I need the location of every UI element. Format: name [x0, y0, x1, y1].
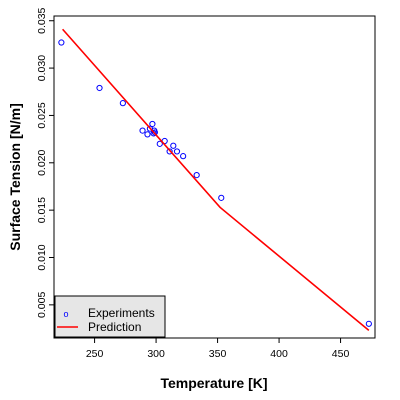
experiment-point — [166, 148, 173, 155]
y-axis-title: Surface Tension [N/m] — [7, 103, 23, 251]
legend-marker-experiments: o — [63, 309, 68, 319]
y-axis: 0.005 0.010 0.015 0.020 0.025 0.030 0.035 — [36, 7, 54, 318]
y-tick-label: 0.030 — [36, 55, 48, 81]
x-axis: 250 300 350 400 450 — [86, 338, 350, 360]
y-tick-label: 0.025 — [36, 102, 48, 128]
legend: o Experiments Prediction — [54, 295, 166, 338]
experiment-point — [365, 320, 372, 327]
y-tick-label: 0.015 — [36, 197, 48, 223]
experiment-point — [144, 131, 151, 138]
legend-label-experiments: Experiments — [88, 306, 155, 320]
x-tick-label: 250 — [86, 348, 104, 360]
legend-label-prediction: Prediction — [88, 320, 141, 334]
experiment-point — [180, 153, 187, 160]
x-axis-title: Temperature [K] — [160, 375, 267, 391]
experiment-point — [218, 194, 225, 201]
experiment-point — [96, 84, 103, 92]
experiment-point — [58, 39, 65, 46]
plot-frame — [53, 15, 376, 339]
experiment-point — [139, 127, 146, 134]
experiment-point — [170, 142, 177, 149]
experiment-point — [119, 100, 126, 107]
experiment-point — [156, 140, 163, 147]
experiment-point — [149, 120, 156, 128]
y-tick-label: 0.005 — [36, 292, 48, 318]
experiment-point — [193, 172, 200, 179]
series-layer — [58, 28, 372, 332]
y-tick-label: 0.035 — [36, 7, 48, 33]
y-tick-label: 0.020 — [36, 149, 48, 175]
legend-box — [54, 295, 166, 338]
prediction-line — [62, 28, 370, 332]
experiment-point — [173, 148, 181, 155]
x-tick-label: 300 — [147, 348, 165, 360]
experiment-point — [151, 129, 158, 136]
y-tick-label: 0.010 — [36, 244, 48, 270]
x-tick-label: 400 — [270, 348, 288, 360]
experiment-point — [150, 130, 157, 137]
x-tick-label: 350 — [209, 348, 227, 360]
x-tick-label: 450 — [332, 348, 350, 360]
